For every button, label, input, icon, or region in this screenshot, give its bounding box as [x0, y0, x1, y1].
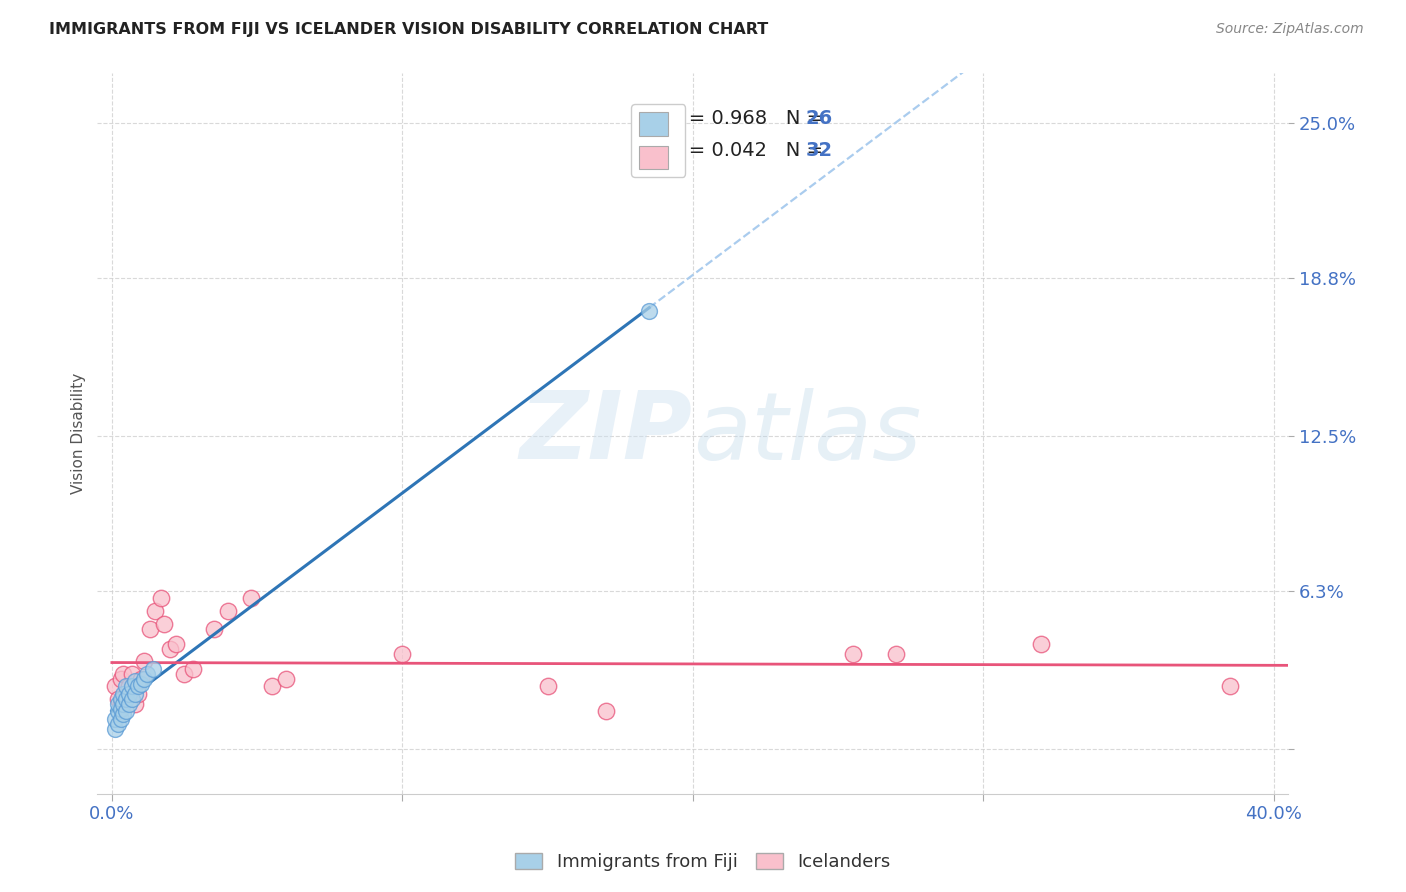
- Point: [110, 712, 132, 726]
- Point: [260, 679, 283, 693]
- Point: [129, 672, 152, 686]
- Point: [536, 679, 558, 693]
- Text: atlas: atlas: [693, 388, 921, 479]
- Text: 26: 26: [806, 109, 834, 128]
- Y-axis label: Vision Disability: Vision Disability: [72, 373, 86, 494]
- Point: [118, 697, 141, 711]
- Point: [104, 722, 127, 736]
- Text: R = 0.042   N =: R = 0.042 N =: [669, 142, 830, 161]
- Point: [115, 704, 138, 718]
- Point: [104, 679, 127, 693]
- Point: [391, 647, 413, 661]
- Point: [173, 666, 195, 681]
- Point: [132, 654, 155, 668]
- Point: [107, 697, 129, 711]
- Point: [240, 591, 263, 606]
- Point: [110, 691, 132, 706]
- Point: [132, 672, 155, 686]
- Point: [138, 622, 160, 636]
- Point: [841, 647, 863, 661]
- Point: [124, 674, 146, 689]
- Point: [135, 666, 157, 681]
- Point: [110, 697, 132, 711]
- Point: [1219, 679, 1241, 693]
- Point: [181, 661, 204, 675]
- Point: [118, 687, 141, 701]
- Text: 32: 32: [806, 142, 832, 161]
- Point: [110, 701, 132, 715]
- Point: [165, 636, 187, 650]
- Point: [276, 672, 298, 686]
- Text: R = 0.968   N =: R = 0.968 N =: [669, 109, 830, 128]
- Point: [115, 691, 138, 706]
- Point: [202, 622, 225, 636]
- Point: [112, 666, 135, 681]
- Legend: , : ,: [631, 104, 686, 177]
- Text: Source: ZipAtlas.com: Source: ZipAtlas.com: [1216, 22, 1364, 37]
- Point: [129, 676, 152, 690]
- Point: [104, 712, 127, 726]
- Point: [107, 704, 129, 718]
- Point: [110, 672, 132, 686]
- Legend: Immigrants from Fiji, Icelanders: Immigrants from Fiji, Icelanders: [508, 846, 898, 879]
- Point: [1031, 636, 1053, 650]
- Point: [112, 706, 135, 721]
- Point: [124, 697, 146, 711]
- Point: [217, 604, 239, 618]
- Point: [127, 679, 149, 693]
- Point: [159, 641, 181, 656]
- Point: [124, 687, 146, 701]
- Text: ZIP: ZIP: [520, 387, 693, 479]
- Point: [145, 604, 167, 618]
- Point: [107, 716, 129, 731]
- Point: [121, 691, 143, 706]
- Point: [107, 691, 129, 706]
- Point: [112, 687, 135, 701]
- Point: [153, 616, 176, 631]
- Point: [121, 666, 143, 681]
- Text: IMMIGRANTS FROM FIJI VS ICELANDER VISION DISABILITY CORRELATION CHART: IMMIGRANTS FROM FIJI VS ICELANDER VISION…: [49, 22, 769, 37]
- Point: [638, 303, 661, 318]
- Point: [112, 697, 135, 711]
- Point: [115, 679, 138, 693]
- Point: [141, 661, 163, 675]
- Point: [127, 687, 149, 701]
- Point: [118, 679, 141, 693]
- Point: [150, 591, 173, 606]
- Point: [115, 687, 138, 701]
- Point: [884, 647, 907, 661]
- Point: [121, 679, 143, 693]
- Point: [595, 704, 617, 718]
